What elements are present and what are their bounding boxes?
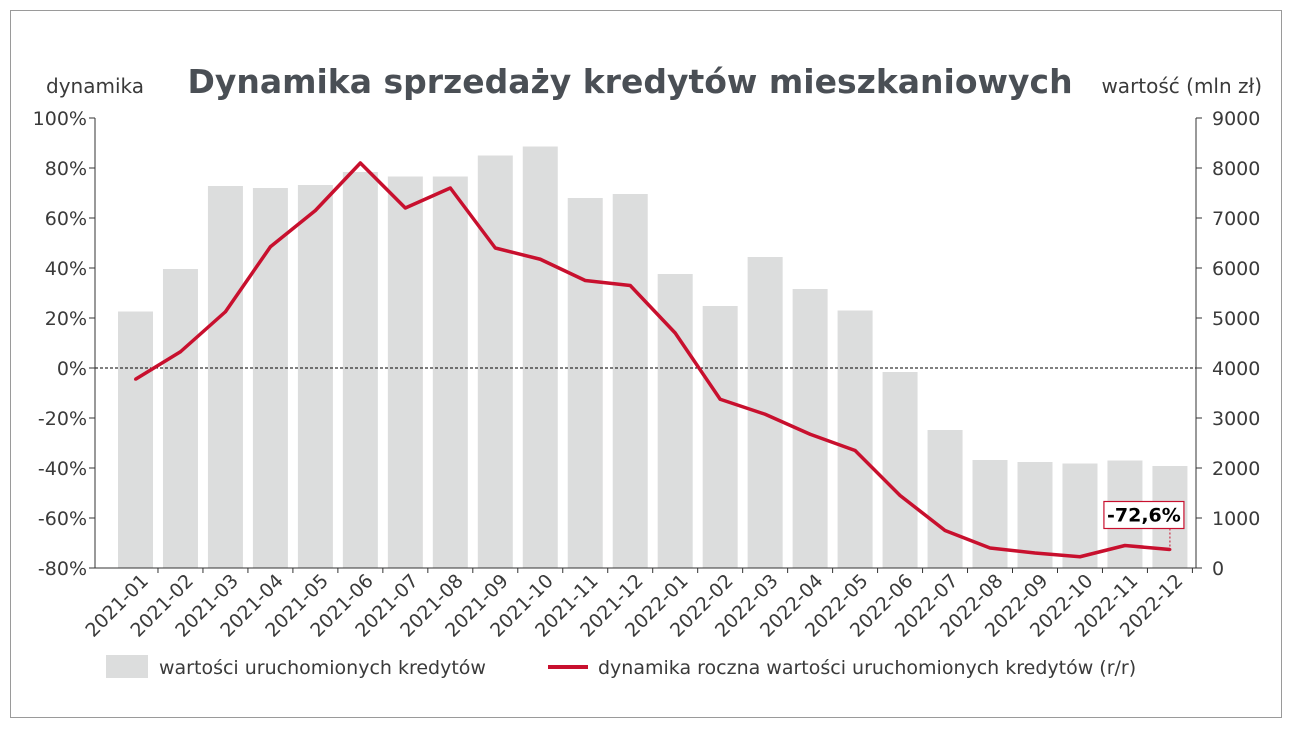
left-tick-label: 80% <box>45 158 87 180</box>
annotation-box <box>1103 500 1185 530</box>
right-tick-label: 3000 <box>1212 408 1260 430</box>
right-tick-label: 6000 <box>1212 258 1260 280</box>
left-tick-label: 100% <box>33 108 87 130</box>
line-point-2022-05 <box>853 449 857 452</box>
line-point-2021-11 <box>583 279 587 282</box>
line-point-2021-02 <box>178 350 182 354</box>
bar-2021-04 <box>252 188 288 568</box>
legend-line-label: dynamika roczna wartości uruchomionych k… <box>598 657 1136 679</box>
bar-2021-08 <box>432 176 468 568</box>
chart-title: Dynamika sprzedaży kredytów mieszkaniowy… <box>187 62 1072 101</box>
bar-2021-01 <box>117 311 153 568</box>
left-tick-label: -20% <box>38 408 87 430</box>
bar-2021-05 <box>297 185 333 568</box>
bar-2021-11 <box>567 198 603 568</box>
line-point-2022-07 <box>943 529 947 532</box>
left-tick-label: 20% <box>45 308 87 330</box>
line-point-2022-06 <box>898 494 902 497</box>
legend-bar-label: wartości uruchomionych kredytów <box>159 657 486 679</box>
line-layer <box>133 161 1172 559</box>
annotation-layer: -72,6% <box>1103 500 1185 547</box>
axes-layer: 100% 80% 60% 40% 20% 0% -20% -40% -60% -80% 9000 80… <box>33 108 1261 580</box>
right-tick-label: 8000 <box>1212 158 1260 180</box>
bar-2021-03 <box>207 186 243 568</box>
right-tick-label: 9000 <box>1212 108 1260 130</box>
line-point-2021-09 <box>493 246 497 250</box>
left-tick-label: 0% <box>57 358 87 380</box>
bar-2022-07 <box>927 430 963 568</box>
line-point-2022-08 <box>988 546 992 550</box>
legend: wartości uruchomionych kredytów dynamika… <box>106 655 1136 679</box>
right-tick-label: 1000 <box>1212 508 1260 530</box>
line-point-2021-08 <box>448 186 452 190</box>
right-tick-label: 7000 <box>1212 208 1260 230</box>
bar-2021-07 <box>387 176 423 568</box>
left-tick-label: 40% <box>45 258 87 280</box>
legend-bar-swatch <box>106 655 148 678</box>
bar-2022-05 <box>837 310 873 568</box>
line-point-2022-11 <box>1123 544 1127 547</box>
line-point-2021-06 <box>358 161 362 165</box>
line-point-2021-05 <box>313 209 317 212</box>
bar-2021-02 <box>162 269 198 568</box>
line-point-2021-12 <box>628 284 632 287</box>
bar-2021-06 <box>342 172 378 568</box>
right-axis-title: wartość (mln zł) <box>1101 74 1262 98</box>
left-axis-title: dynamika <box>46 74 144 98</box>
line-point-2021-07 <box>403 206 407 210</box>
right-tick-label: 0 <box>1212 558 1224 580</box>
bar-2022-06 <box>882 372 918 568</box>
bar-2021-09 <box>477 155 513 568</box>
line-point-2021-01 <box>133 377 137 381</box>
bar-2022-02 <box>702 306 738 568</box>
bars-layer <box>117 146 1188 568</box>
right-tick-label: 5000 <box>1212 308 1260 330</box>
bar-2022-08 <box>972 460 1008 568</box>
bar-2022-10 <box>1062 463 1098 568</box>
dynamics-line <box>134 161 1171 559</box>
line-point-2022-10 <box>1078 555 1082 559</box>
line-point-2022-01 <box>673 331 677 335</box>
line-point-2022-04 <box>808 432 812 436</box>
line-point-2021-10 <box>538 257 542 261</box>
line-point-2021-04 <box>268 245 272 249</box>
line-point-2022-02 <box>718 397 722 401</box>
line-point-2022-12 <box>1168 548 1172 551</box>
left-tick-label: 60% <box>45 208 87 230</box>
bar-2021-12 <box>612 194 648 568</box>
left-tick-label: -60% <box>38 508 87 530</box>
line-point-2022-03 <box>763 412 767 416</box>
left-tick-label: -40% <box>38 458 87 480</box>
bar-2021-10 <box>522 146 558 568</box>
line-point-2021-03 <box>223 310 227 314</box>
right-tick-label: 4000 <box>1212 358 1260 380</box>
right-tick-label: 2000 <box>1212 458 1260 480</box>
line-point-2022-09 <box>1033 551 1037 555</box>
x-tick-labels: 2021-012021-022021-032021-042021-052021-… <box>81 568 1193 642</box>
annotation-label: -72,6% <box>1107 505 1181 527</box>
left-tick-label: -80% <box>38 558 87 580</box>
